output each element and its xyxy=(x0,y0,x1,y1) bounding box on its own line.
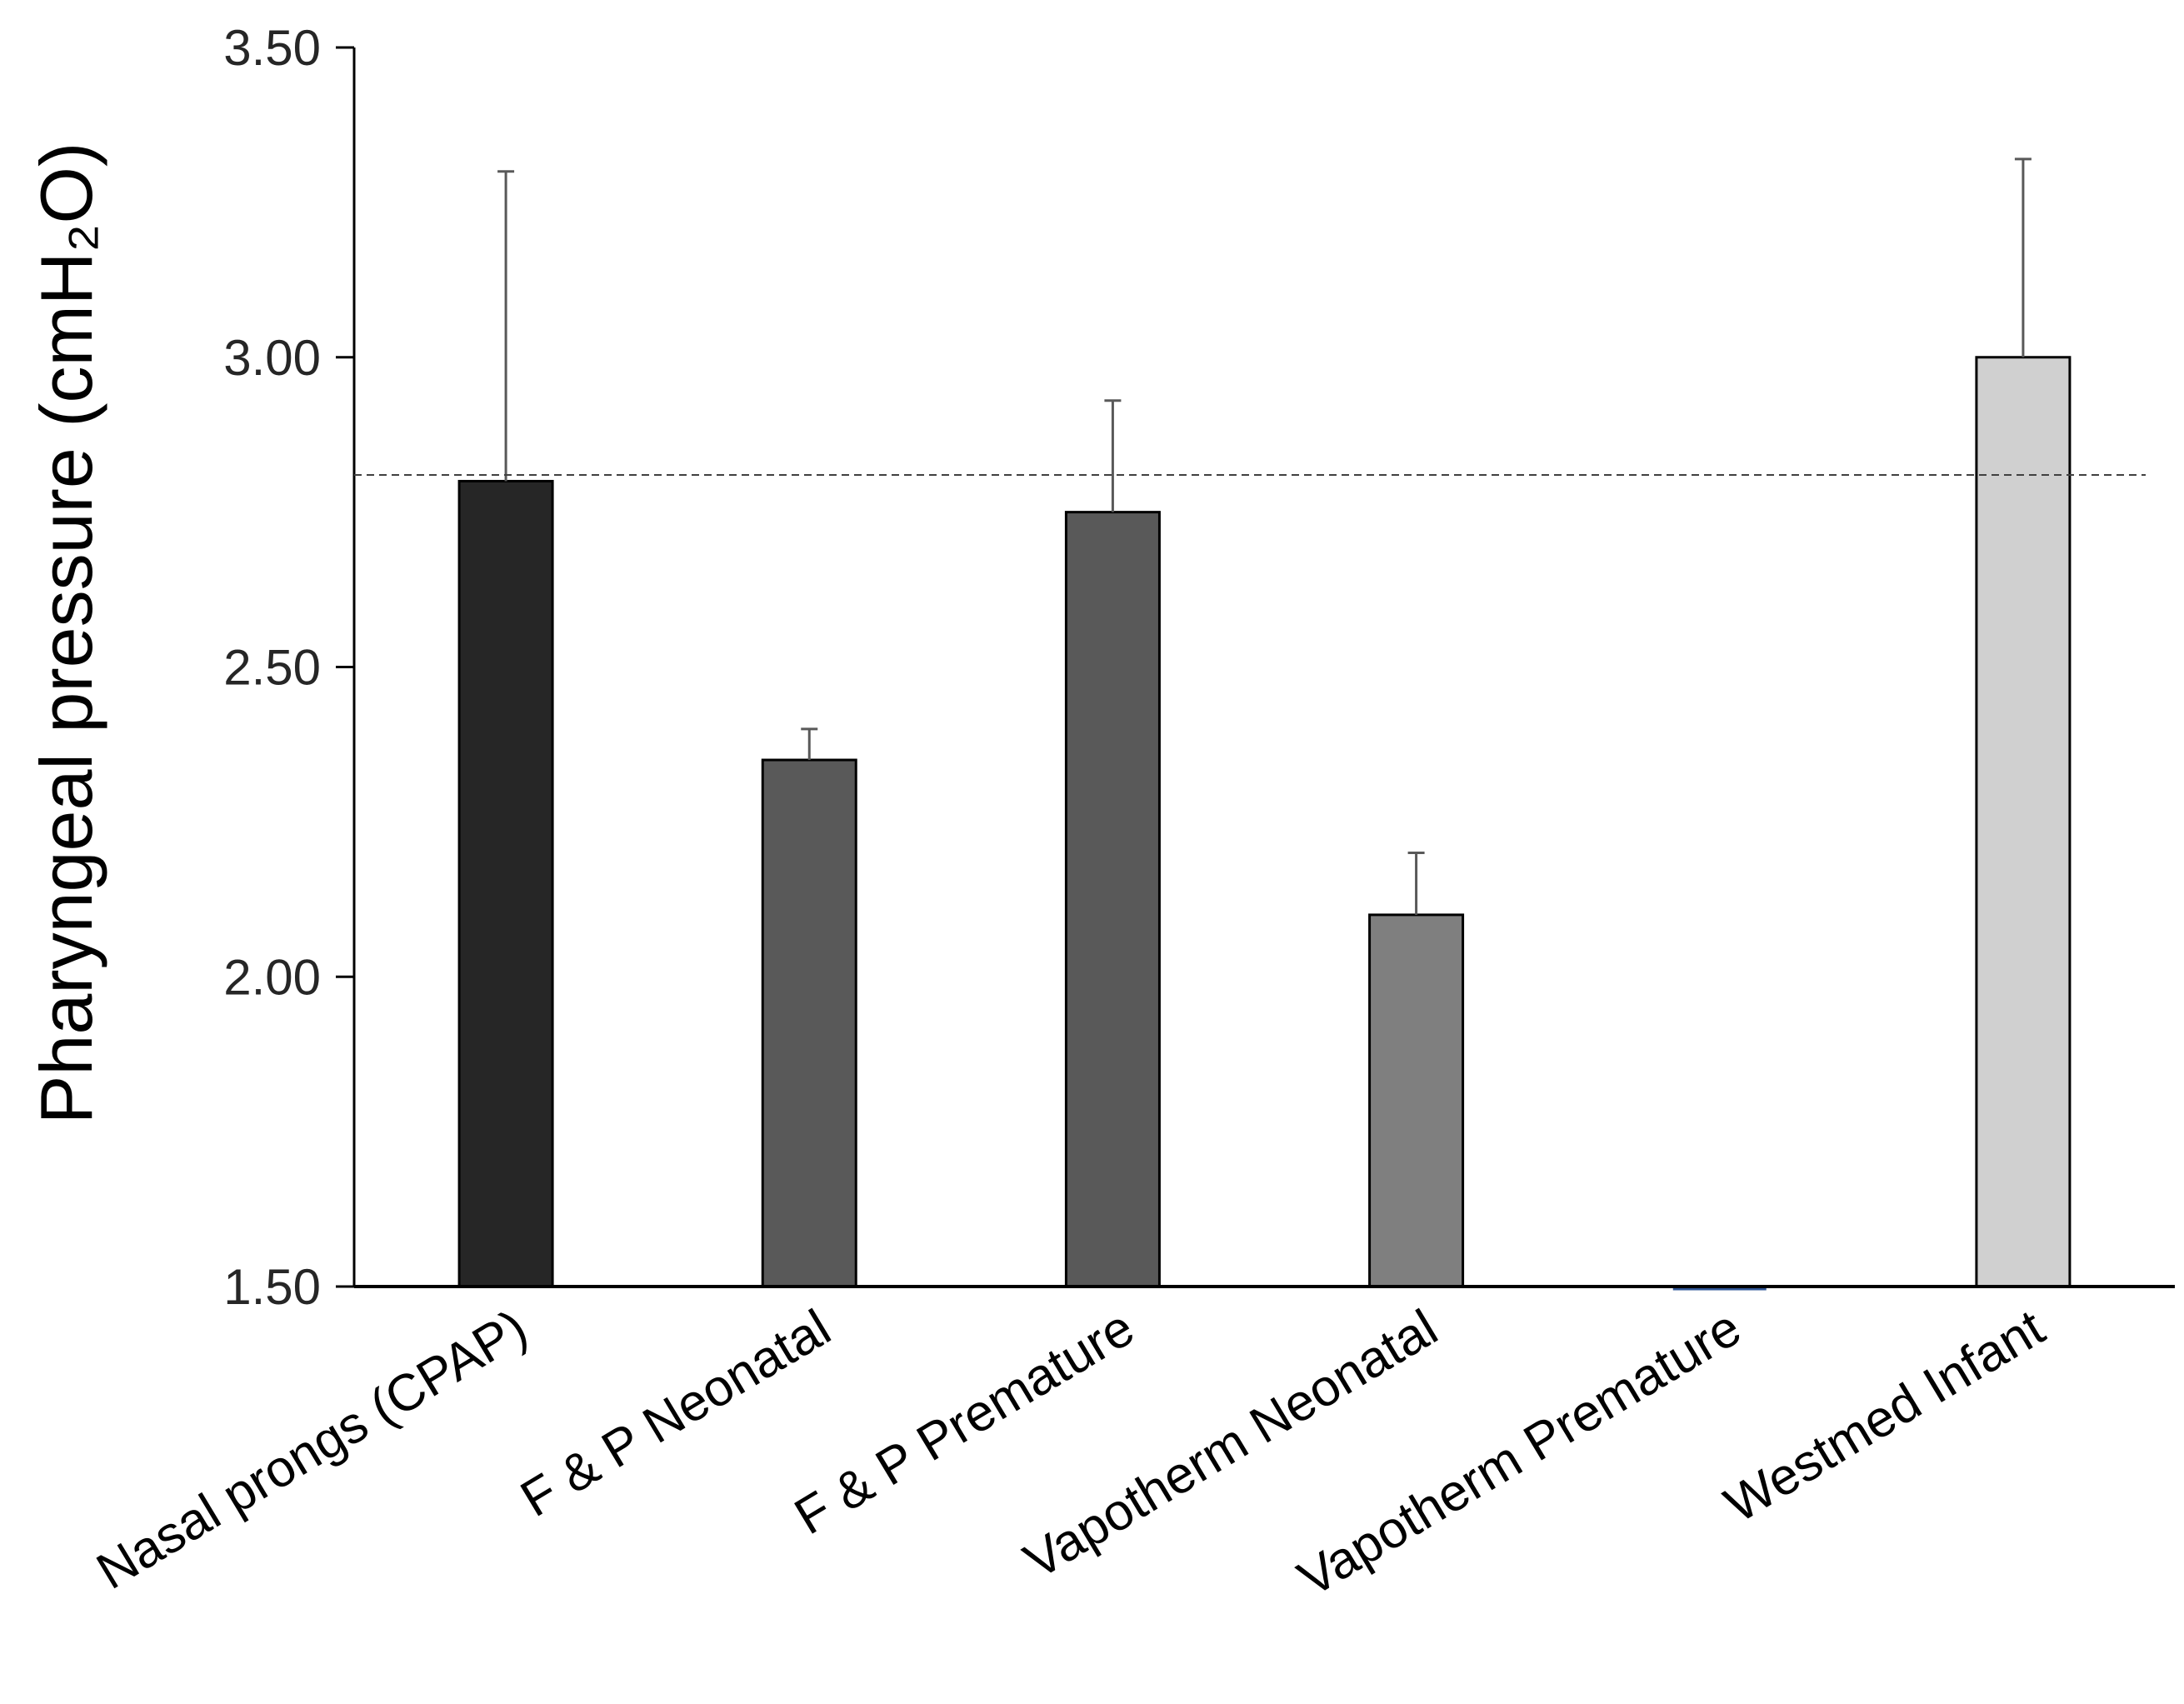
bar-group xyxy=(457,356,2072,1291)
x-category-label: Westmed Infant xyxy=(1715,1299,2054,1534)
y-tick-label: 3.50 xyxy=(223,20,321,76)
bar xyxy=(761,758,857,1288)
y-tick-label: 3.00 xyxy=(223,330,321,386)
y-axis-title: Pharyngeal pressure (cmH₂O) xyxy=(25,142,107,1125)
y-tick-group: 1.50 2.00 2.50 3.00 3.50 xyxy=(223,20,354,1315)
bar xyxy=(1975,356,2072,1288)
bar xyxy=(457,479,554,1288)
bar xyxy=(1064,511,1161,1288)
y-tick-label: 2.50 xyxy=(223,640,321,696)
error-bar-group xyxy=(497,157,2032,915)
bar xyxy=(1368,913,1465,1288)
y-tick-label: 1.50 xyxy=(223,1259,321,1315)
x-category-label: Nasal prongs (CPAP) xyxy=(87,1299,537,1601)
y-tick-label: 2.00 xyxy=(223,949,321,1005)
